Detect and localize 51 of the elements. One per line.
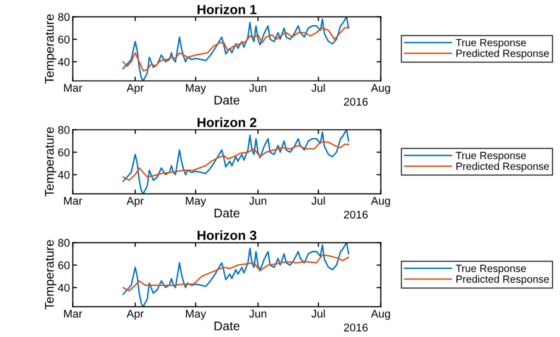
y-tick-label: 60 bbox=[58, 148, 70, 156]
x-tick-label: Jun bbox=[249, 196, 266, 205]
chart-title: Horizon 1 bbox=[198, 4, 256, 14]
y-tick-label: 60 bbox=[58, 36, 70, 44]
x-tick-label: Apr bbox=[126, 84, 144, 94]
x-tick-label: Apr bbox=[126, 310, 144, 320]
x-axis-title: Date bbox=[214, 322, 240, 330]
x-tick-label: Mar bbox=[64, 84, 82, 92]
x-tick-label: May bbox=[186, 310, 206, 320]
y-tick-label: 80 bbox=[58, 13, 70, 21]
x-tick-label: Aug bbox=[370, 84, 390, 94]
text: 2016 bbox=[344, 98, 368, 106]
chart-title: Horizon 2 bbox=[198, 117, 256, 128]
line-series bbox=[122, 16, 350, 81]
y-tick-label: 80 bbox=[58, 126, 70, 134]
chart-title: Horizon 3 bbox=[198, 230, 256, 240]
line-series bbox=[122, 141, 350, 181]
line-series bbox=[122, 26, 350, 72]
legend-label: True Response bbox=[456, 39, 526, 48]
x-tick-label: Jul bbox=[311, 84, 325, 92]
line-series bbox=[122, 254, 350, 292]
text: 2016 bbox=[344, 210, 368, 219]
x-tick-label: Jun bbox=[249, 84, 266, 92]
y-tick-label: 40 bbox=[58, 170, 70, 179]
text: 2016 bbox=[344, 324, 368, 332]
legend-label: Predicted Response bbox=[456, 49, 549, 60]
x-tick-label: Mar bbox=[64, 196, 82, 205]
y-axis-title: Temperature bbox=[45, 240, 56, 310]
line-series bbox=[122, 130, 350, 194]
y-axis-title: Temperature bbox=[45, 14, 56, 84]
y-axis-title: Temperature bbox=[45, 127, 56, 197]
legend-label: Predicted Response bbox=[456, 162, 549, 172]
x-tick-label: Aug bbox=[370, 196, 390, 207]
x-tick-label: May bbox=[186, 196, 206, 207]
text: True Response bbox=[456, 264, 526, 274]
line-series bbox=[122, 242, 350, 307]
y-tick-label: 80 bbox=[58, 238, 70, 247]
x-axis-title: Date bbox=[214, 96, 240, 105]
x-tick-label: Aug bbox=[370, 310, 390, 320]
text: True Response bbox=[456, 152, 526, 162]
y-tick-label: 60 bbox=[58, 261, 70, 270]
y-tick-label: 40 bbox=[58, 284, 70, 292]
x-tick-label: May bbox=[186, 84, 206, 94]
x-tick-label: Jul bbox=[311, 309, 325, 318]
y-tick-label: 40 bbox=[58, 58, 70, 66]
x-tick-label: Jun bbox=[249, 310, 266, 318]
legend-label: Predicted Response bbox=[456, 275, 549, 285]
x-tick-label: Apr bbox=[126, 196, 144, 207]
x-tick-label: Mar bbox=[64, 310, 82, 318]
x-axis-title: Date bbox=[214, 208, 240, 218]
x-tick-label: Jul bbox=[311, 196, 325, 205]
